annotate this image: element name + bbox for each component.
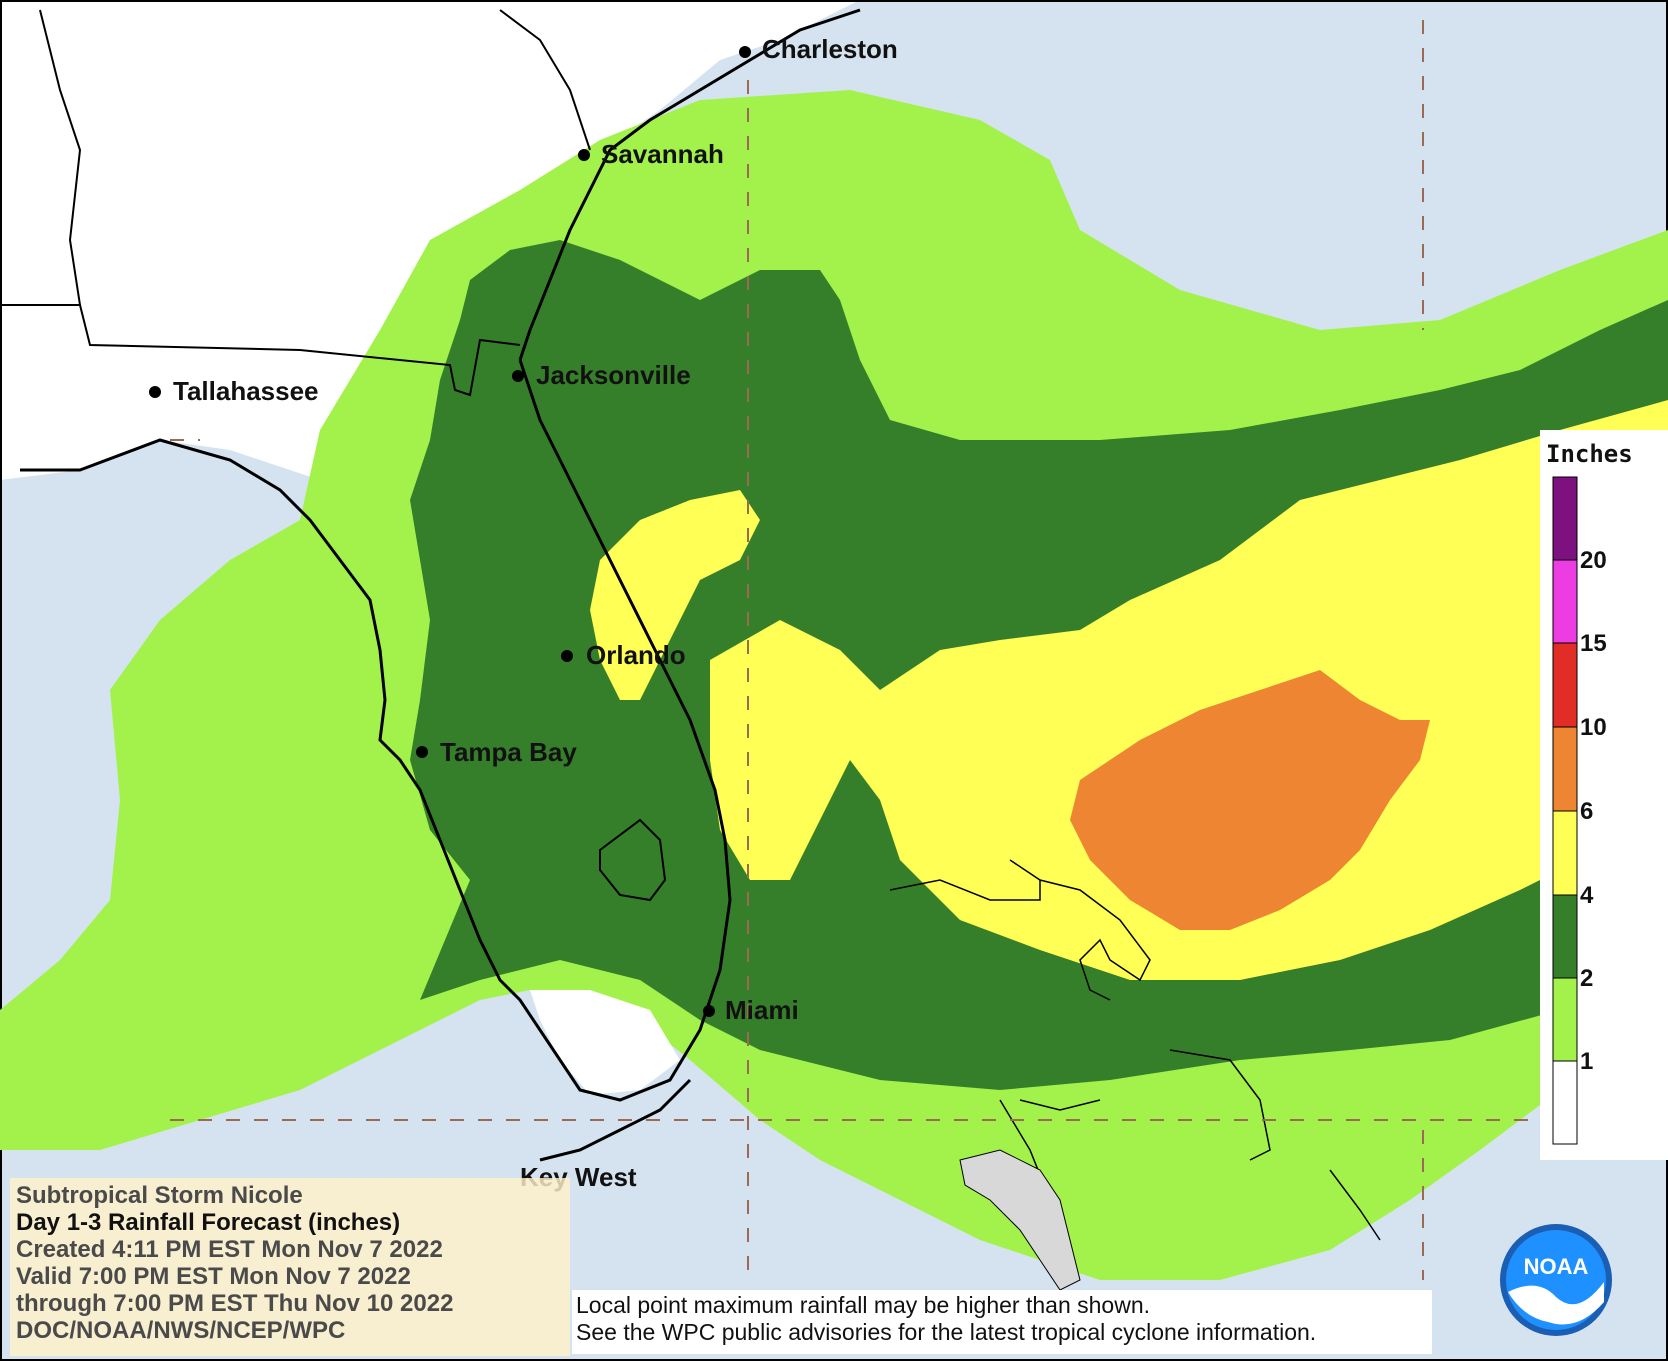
legend-swatch-6-10 [1552, 726, 1578, 812]
florida-coastline [20, 359, 732, 1102]
city-dot-jacksonville [512, 370, 524, 382]
state-border-al-ga [39, 9, 82, 306]
created-time: Created 4:11 PM EST Mon Nov 7 2022 [16, 1236, 443, 1263]
valid-start-time: Valid 7:00 PM EST Mon Nov 7 2022 [16, 1263, 411, 1290]
city-label-charleston: Charleston [762, 34, 898, 64]
legend-swatch-10-15 [1552, 642, 1578, 728]
noaa-logo-icon: NOAA [1500, 1224, 1612, 1336]
source-agency: DOC/NOAA/NWS/NCEP/WPC [16, 1317, 346, 1344]
city-label-tampa-bay: Tampa Bay [440, 737, 577, 767]
disclaimer-line-1: Local point maximum rainfall may be high… [576, 1292, 1151, 1318]
legend-swatch-under-1 [1552, 1060, 1578, 1145]
product-title: Day 1-3 Rainfall Forecast (inches) [16, 1209, 564, 1236]
legend-swatch-4-6 [1552, 810, 1578, 896]
legend-swatch-2-4 [1552, 894, 1578, 979]
city-markers: Charleston Savannah Jacksonville Tallaha… [149, 34, 898, 1192]
bahamas-islands [889, 859, 1381, 1261]
legend-tick-4: 4 [1580, 882, 1594, 909]
disclaimer-line-2: See the WPC public advisories for the la… [576, 1319, 1317, 1345]
noaa-logo-text: NOAA [1524, 1254, 1589, 1279]
city-dot-savannah [578, 149, 590, 161]
product-units: (inches) [308, 1209, 401, 1236]
city-dot-miami [703, 1005, 715, 1017]
legend-swatch-15-20 [1552, 559, 1578, 644]
cuba-land [959, 1149, 1081, 1291]
east-coast [518, 8, 861, 361]
legend-tick-6: 6 [1580, 798, 1593, 825]
product-name: Day 1-3 Rainfall Forecast [16, 1209, 302, 1236]
city-label-jacksonville: Jacksonville [536, 360, 691, 390]
state-border-ga-fl [0, 304, 521, 397]
legend-tick-10: 10 [1580, 714, 1607, 741]
city-label-miami: Miami [725, 995, 799, 1025]
rain-4-6-region-offshore [710, 400, 1668, 980]
city-label-tallahassee: Tallahassee [173, 376, 319, 406]
storm-name: Subtropical Storm Nicole [16, 1182, 303, 1209]
rainfall-legend: Inches 20 15 10 6 4 2 1 [1540, 430, 1668, 1160]
legend-tick-15: 15 [1580, 630, 1607, 657]
city-dot-tallahassee [149, 386, 161, 398]
city-dot-charleston [739, 46, 751, 58]
city-dot-tampa-bay [416, 746, 428, 758]
legend-title: Inches [1546, 440, 1633, 468]
city-dot-orlando [561, 650, 573, 662]
legend-tick-1: 1 [1580, 1048, 1593, 1075]
legend-swatch-20-plus [1552, 476, 1578, 561]
rain-4-6-region-inland [590, 490, 760, 700]
rain-6-10-region [1070, 670, 1430, 930]
disclaimer-note: Local point maximum rainfall may be high… [572, 1290, 1432, 1354]
legend-tick-20: 20 [1580, 547, 1607, 574]
forecast-info-box: Subtropical Storm Nicole Day 1-3 Rainfal… [10, 1178, 570, 1356]
legend-tick-2: 2 [1580, 965, 1593, 992]
legend-swatch-1-2 [1552, 977, 1578, 1062]
florida-keys [539, 1078, 692, 1162]
valid-end-time: through 7:00 PM EST Thu Nov 10 2022 [16, 1290, 454, 1317]
state-border-ga-sc [499, 9, 591, 151]
city-label-orlando: Orlando [586, 640, 686, 670]
city-label-savannah: Savannah [601, 139, 724, 169]
lake-okeechobee [599, 818, 667, 902]
grid-lines [170, 20, 1540, 1280]
